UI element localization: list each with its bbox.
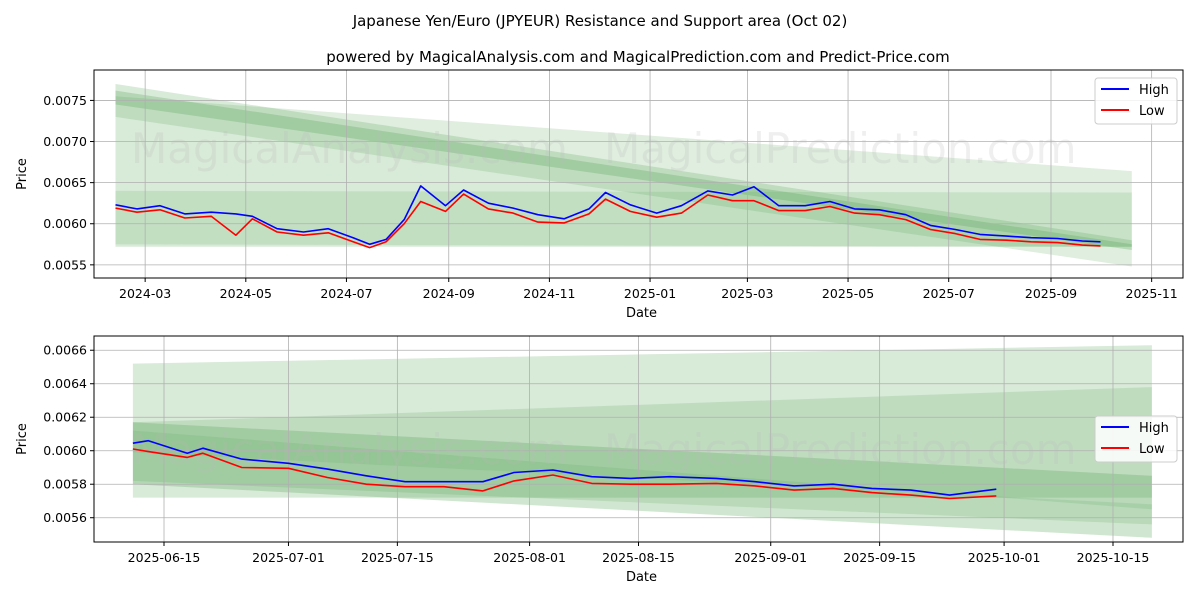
x-tick-label: 2025-08-15 — [602, 550, 675, 565]
series-line-low — [132, 448, 997, 500]
x-tick-label: 2024-07 — [320, 286, 372, 301]
plot-content: MagicalAnalysis.com MagicalPrediction.com… — [94, 70, 1183, 325]
x-tick-label: 2025-07-01 — [252, 550, 325, 565]
x-tick-label: 2025-10-15 — [1077, 550, 1150, 565]
legend-label-low: Low — [1139, 104, 1165, 119]
y-tick-label: 0.0060 — [43, 443, 87, 458]
support-resistance-band — [132, 345, 1152, 498]
x-tick-label: 2024-03 — [119, 286, 171, 301]
chart-subtitle: powered by MagicalAnalysis.com and Magic… — [326, 48, 950, 66]
watermark-text: MagicalAnalysis.com — [131, 124, 568, 173]
x-tick-label: 2025-11 — [1126, 286, 1178, 301]
y-tick-label: 0.0070 — [43, 134, 87, 149]
plot-area — [94, 70, 1183, 278]
legend: High Low — [1094, 77, 1178, 125]
x-axis-label: Date — [626, 306, 657, 321]
x-tick-label: 2025-06-15 — [128, 550, 201, 565]
watermark-text: MagicalPrediction.com — [604, 276, 1077, 325]
y-tick-label: 0.0062 — [43, 410, 87, 425]
x-axis-label: Date — [626, 570, 657, 585]
x-tick-label: 2025-09 — [1025, 286, 1077, 301]
legend: High Low — [1094, 415, 1178, 463]
x-tick-label: 2025-03 — [721, 286, 773, 301]
x-tick-label: 2024-09 — [423, 286, 475, 301]
x-tick-label: 2025-08-01 — [493, 550, 566, 565]
series-line-high — [132, 439, 997, 496]
x-tick-label: 2025-05 — [822, 286, 874, 301]
top-chart-panel: MagicalAnalysis.com MagicalPrediction.com… — [15, 69, 1184, 325]
y-tick-label: 0.0066 — [43, 343, 87, 358]
watermark-text: MagicalAnalysis.com — [131, 425, 568, 474]
watermark-text: MagicalAnalysis.com — [131, 276, 568, 325]
y-tick-label: 0.0055 — [43, 257, 87, 272]
y-tick-label: 0.0064 — [43, 376, 87, 391]
x-tick-label: 2025-10-01 — [968, 550, 1041, 565]
x-tick-label: 2024-11 — [523, 286, 575, 301]
y-axis-label: Price — [15, 158, 30, 190]
y-axis-label: Price — [15, 423, 30, 455]
y-tick-label: 0.0056 — [43, 510, 87, 525]
x-tick-label: 2025-09-01 — [734, 550, 807, 565]
series-line-high — [115, 185, 1101, 246]
x-tick-label: 2025-09-15 — [843, 550, 916, 565]
support-resistance-band — [115, 190, 1132, 247]
legend-label-high: High — [1139, 421, 1169, 436]
support-resistance-band — [132, 422, 1152, 538]
y-tick-label: 0.0075 — [43, 93, 87, 108]
series-line-low — [115, 193, 1101, 249]
y-tick-label: 0.0058 — [43, 477, 87, 492]
legend-label-high: High — [1139, 83, 1169, 98]
support-resistance-band — [115, 84, 1132, 247]
legend-label-low: Low — [1139, 442, 1165, 457]
axes-frame — [93, 69, 1184, 279]
plot-content: MagicalAnalysis.com MagicalPrediction.com — [94, 336, 1183, 542]
y-tick-label: 0.0060 — [43, 216, 87, 231]
watermark-text: MagicalPrediction.com — [604, 425, 1077, 474]
chart-title: Japanese Yen/Euro (JPYEUR) Resistance an… — [352, 12, 848, 30]
x-tick-label: 2025-01 — [624, 286, 676, 301]
watermark-text: MagicalPrediction.com — [604, 124, 1077, 173]
bottom-chart-panel: MagicalAnalysis.com MagicalPrediction.com… — [15, 335, 1184, 585]
y-tick-label: 0.0065 — [43, 175, 87, 190]
x-tick-label: 2025-07-15 — [361, 550, 434, 565]
x-tick-label: 2025-07 — [923, 286, 975, 301]
x-tick-label: 2024-05 — [220, 286, 272, 301]
